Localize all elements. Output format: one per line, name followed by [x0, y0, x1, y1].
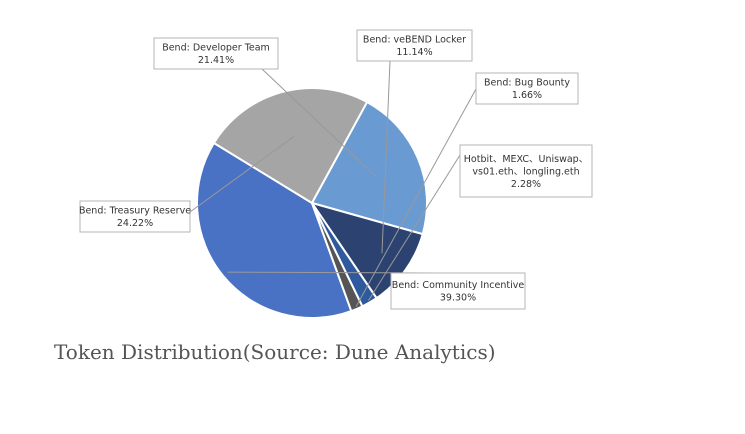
pie-slices: [196, 87, 428, 319]
label-box-frame: [459, 144, 593, 198]
label-box-frame: [153, 37, 279, 70]
label-box-frame: [356, 29, 473, 62]
figure-caption: Token Distribution(Source: Dune Analytic…: [54, 340, 496, 364]
slice-value-label: 24.22%: [117, 218, 153, 229]
slice-value-label: 2.28%: [511, 179, 541, 190]
slice-name-label: Bend: Treasury Reserve: [79, 206, 191, 217]
pie-slice: [212, 87, 369, 205]
slice-label-box: Hotbit、MEXC、Uniswap、vs01.eth、longling.et…: [459, 144, 593, 198]
leader-line: [381, 60, 391, 254]
slice-name-label: Bend: Community Incentive: [392, 280, 525, 291]
pie-slice: [311, 202, 364, 313]
slice-name-label: vs01.eth、longling.eth: [472, 166, 579, 177]
pie-chart-figure: Bend: Community Incentive 39.30% Bend: Tre…: [79, 29, 593, 319]
leader-line: [355, 88, 477, 307]
label-box-frame: [79, 200, 191, 233]
slice-name-label: Hotbit、MEXC、Uniswap、: [464, 154, 588, 165]
slice-name-label: Bend: Bug Bounty: [484, 78, 570, 89]
pie-labels: Bend: Community Incentive 39.30% Bend: Tre…: [79, 29, 593, 310]
leader-line: [368, 154, 461, 301]
slice-name-label: Bend: veBEND Locker: [363, 35, 466, 46]
slice-value-label: 21.41%: [198, 55, 234, 66]
label-box-frame: [475, 72, 579, 105]
pie-chart: Bend: Community Incentive 39.30% Bend: Tre…: [79, 29, 593, 319]
slice-label-box: Bend: Community Incentive 39.30%: [390, 272, 526, 310]
slice-value-label: 39.30%: [440, 293, 476, 304]
leader-line: [261, 68, 376, 177]
label-box-frame: [390, 272, 526, 310]
slice-value-label: 1.66%: [512, 90, 542, 101]
slice-name-label: Bend: Developer Team: [162, 43, 270, 54]
pie-slice: [196, 141, 353, 319]
slice-value-label: 11.14%: [396, 47, 432, 58]
pie-slice: [310, 100, 428, 236]
leader-line: [189, 135, 295, 213]
